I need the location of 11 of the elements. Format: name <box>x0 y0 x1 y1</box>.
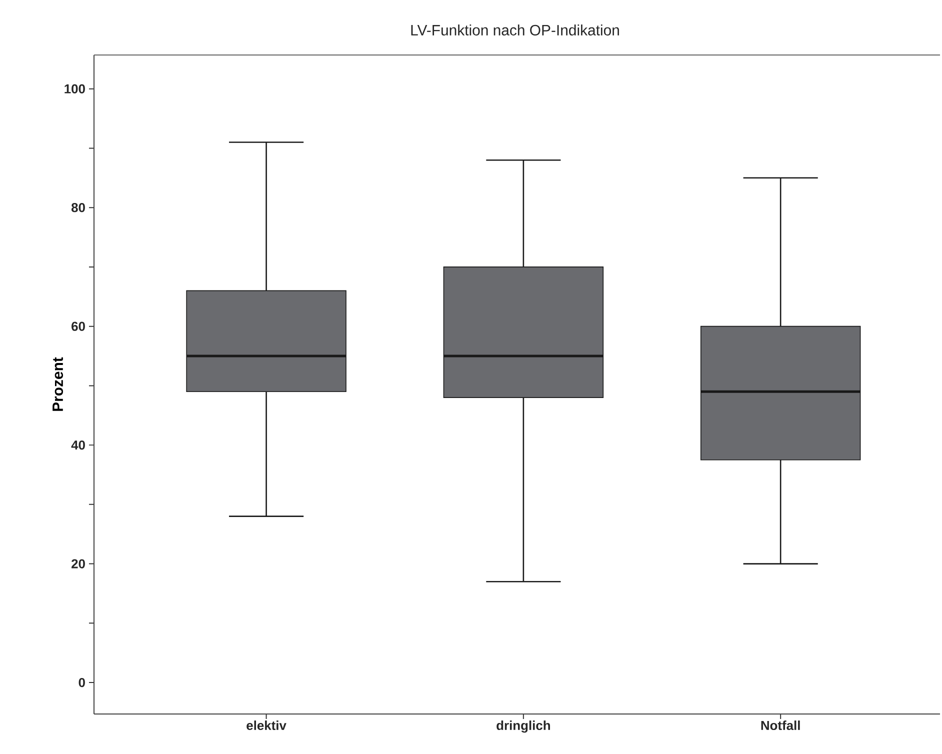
y-tick-label: 100 <box>64 84 85 94</box>
y-tick-label: 20 <box>72 559 85 568</box>
x-tick-label: Notfall <box>761 720 800 730</box>
x-tick-label: elektiv <box>246 720 286 730</box>
chart-title: LV-Funktion nach OP-Indikation <box>411 24 619 36</box>
x-tick-label: dringlich <box>496 720 550 733</box>
y-tick-label: 0 <box>78 678 85 688</box>
y-tick-label: 60 <box>72 322 85 331</box>
y-tick-label: 80 <box>71 202 85 212</box>
y-axis-title: Prozent <box>52 357 64 411</box>
y-tick-label: 40 <box>71 440 85 450</box>
